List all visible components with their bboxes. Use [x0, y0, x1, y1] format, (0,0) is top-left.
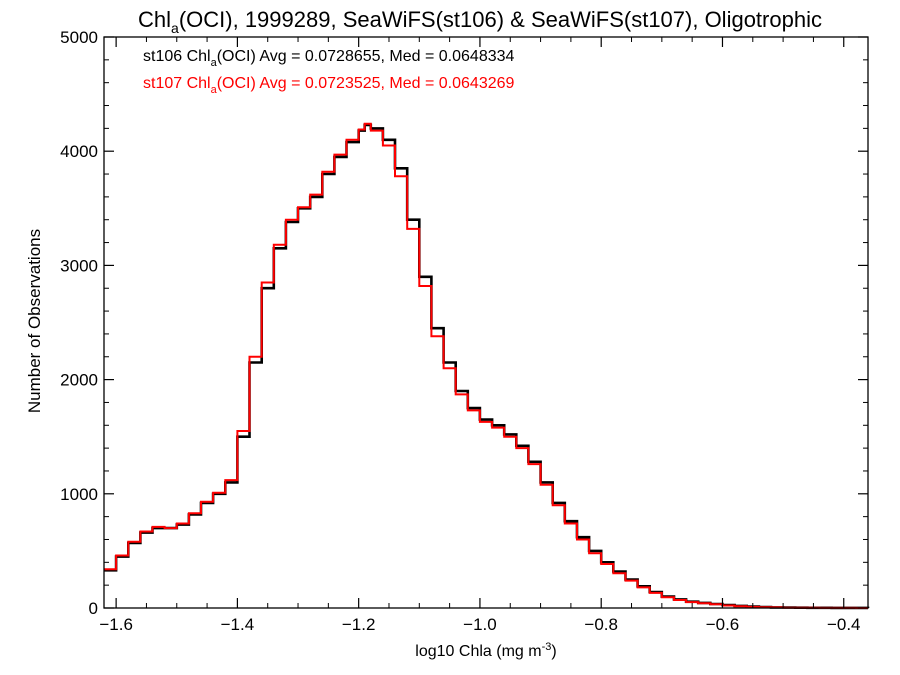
x-tick-label: −0.6	[706, 615, 740, 634]
y-axis-label: Number of Observations	[25, 229, 44, 413]
x-tick-label: −1.6	[99, 615, 133, 634]
y-tick-label: 0	[89, 599, 98, 618]
series-2-line	[104, 122, 868, 609]
x-tick-label: −0.4	[827, 615, 861, 634]
axes-layer: −1.6 −1.4 −1.2 −1.0 −0.8 −0.6 −0.4 0 1000 2000 300…	[60, 28, 869, 634]
legend-annotations: st106 Chla(OCI) Avg = 0.0728655, Med = 0…	[143, 48, 515, 96]
y-tick-label: 5000	[60, 28, 98, 47]
annotation-st106: st106 Chla(OCI) Avg = 0.0728655, Med = 0…	[143, 48, 515, 69]
x-tick-label: −1.2	[342, 615, 376, 634]
chart-title: Chla(OCI), 1999289, SeaWiFS(st106) & Sea…	[138, 7, 822, 36]
x-tick-label: −1.0	[463, 615, 497, 634]
annotation-st107: st107 Chla(OCI) Avg = 0.0723525, Med = 0…	[143, 75, 515, 96]
plot-frame	[103, 36, 869, 609]
y-tick-label: 1000	[60, 485, 98, 504]
x-tick-label: −0.8	[584, 615, 618, 634]
y-tick-label: 4000	[60, 142, 98, 161]
y-tick-label: 2000	[60, 371, 98, 390]
series-1-line	[104, 123, 870, 610]
x-axis-label: log10 Chla (mg m-3)	[415, 641, 556, 660]
series-layer	[104, 122, 870, 610]
y-tick-label: 3000	[60, 256, 98, 275]
x-tick-label: −1.4	[221, 615, 255, 634]
